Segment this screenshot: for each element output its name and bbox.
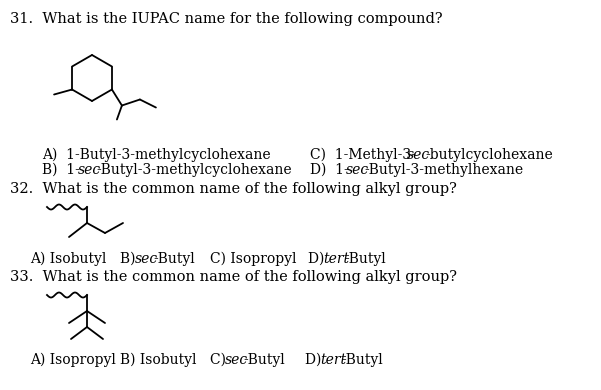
Text: sec: sec (407, 148, 430, 162)
Text: A) Isobutyl: A) Isobutyl (30, 252, 106, 266)
Text: D)  1-: D) 1- (310, 163, 349, 177)
Text: B): B) (120, 252, 140, 266)
Text: sec: sec (225, 353, 248, 367)
Text: C) Isopropyl: C) Isopropyl (210, 252, 296, 266)
Text: 31.  What is the IUPAC name for the following compound?: 31. What is the IUPAC name for the follo… (10, 12, 442, 26)
Text: D): D) (305, 353, 326, 367)
Text: sec: sec (135, 252, 158, 266)
Text: -Butyl-3-methylcyclohexane: -Butyl-3-methylcyclohexane (96, 163, 291, 177)
Text: sec: sec (346, 163, 369, 177)
Text: -Butyl: -Butyl (153, 252, 195, 266)
Text: -butylcyclohexane: -butylcyclohexane (425, 148, 553, 162)
Text: -Butyl: -Butyl (341, 353, 383, 367)
Text: 33.  What is the common name of the following alkyl group?: 33. What is the common name of the follo… (10, 270, 457, 284)
Text: D): D) (308, 252, 329, 266)
Text: -Butyl: -Butyl (344, 252, 386, 266)
Text: -Butyl: -Butyl (243, 353, 285, 367)
Text: sec: sec (78, 163, 101, 177)
Text: tert: tert (323, 252, 349, 266)
Text: C): C) (210, 353, 230, 367)
Text: B)  1-: B) 1- (42, 163, 80, 177)
Text: B) Isobutyl: B) Isobutyl (120, 353, 197, 367)
Text: -Butyl-3-methylhexane: -Butyl-3-methylhexane (364, 163, 523, 177)
Text: A)  1-Butyl-3-methylcyclohexane: A) 1-Butyl-3-methylcyclohexane (42, 148, 270, 162)
Text: A) Isopropyl: A) Isopropyl (30, 353, 116, 367)
Text: 32.  What is the common name of the following alkyl group?: 32. What is the common name of the follo… (10, 182, 457, 196)
Text: tert: tert (320, 353, 346, 367)
Text: C)  1-Methyl-3-: C) 1-Methyl-3- (310, 148, 416, 162)
